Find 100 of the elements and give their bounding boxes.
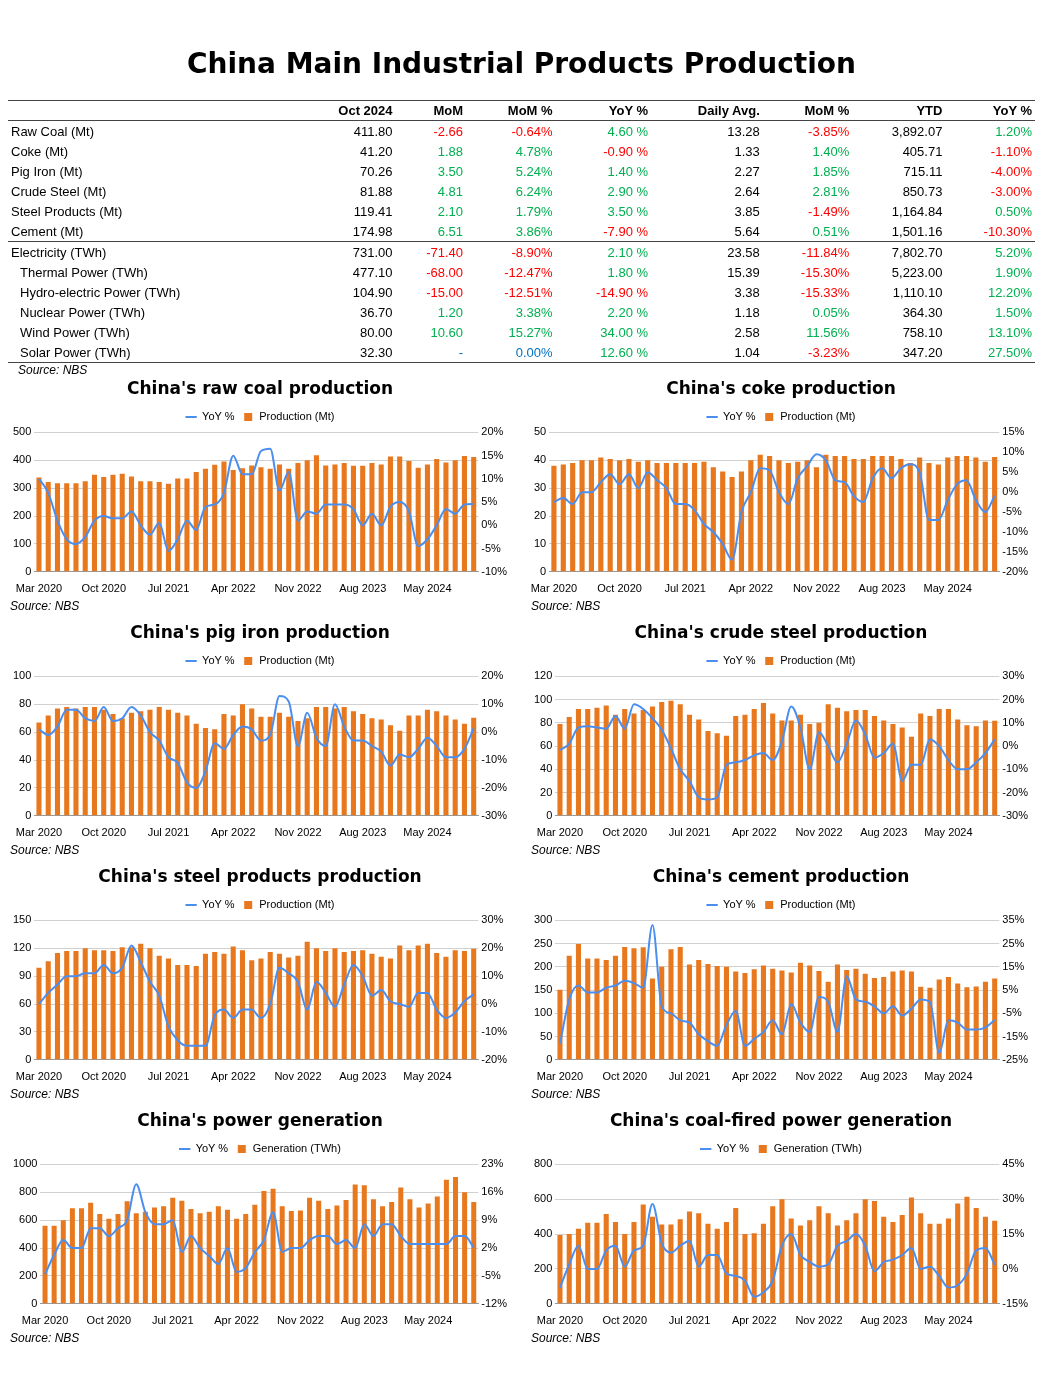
bar (579, 460, 585, 572)
bar (710, 467, 716, 572)
legend-label: YoY % (202, 409, 235, 422)
bar (640, 710, 646, 816)
x-tick-label: May 2024 (923, 582, 972, 595)
bar (124, 1201, 130, 1304)
bar (286, 716, 292, 816)
y2-tick-label: 25% (1002, 936, 1025, 949)
bar (945, 708, 951, 816)
bar (936, 708, 942, 816)
bar (612, 1221, 619, 1304)
bar (184, 715, 190, 816)
bar (202, 468, 209, 572)
bar (378, 956, 384, 1060)
category-label: YTD (852, 100, 946, 121)
bar (133, 1213, 139, 1304)
bar (907, 463, 913, 572)
y-tick-label: 200 (19, 1268, 38, 1281)
y2-tick-label: 10% (481, 471, 504, 484)
bar (119, 718, 125, 816)
bar (175, 712, 181, 816)
bar (267, 468, 273, 572)
bar (221, 461, 227, 572)
bar (982, 720, 988, 816)
bar (389, 1202, 395, 1304)
bar (73, 483, 79, 572)
y2-tick-label: -20% (1002, 564, 1029, 577)
bar (424, 943, 430, 1060)
y-tick-label: 400 (12, 453, 32, 466)
y2-tick-label: 30% (1002, 1192, 1025, 1205)
text: 731.00 (352, 244, 393, 260)
bar (54, 483, 61, 572)
source-note: Source: NBS (9, 599, 81, 613)
bar (760, 703, 767, 816)
bar (973, 457, 979, 572)
bar (862, 1199, 868, 1304)
bar (184, 478, 190, 572)
bar (640, 947, 646, 1060)
chart-title: China's coke production (666, 377, 896, 398)
y2-tick-label: 30% (481, 913, 504, 926)
bar (471, 1201, 477, 1304)
bar (760, 1223, 767, 1304)
y-tick-label: 90 (19, 969, 32, 982)
y-tick-label: 1000 (12, 1157, 38, 1170)
bar (97, 1213, 103, 1304)
source-note: Source: NBS (530, 1087, 602, 1101)
bar (816, 1206, 822, 1304)
bar (249, 465, 255, 572)
bar (844, 1220, 850, 1304)
text: 119.41 (353, 203, 393, 219)
bar (138, 481, 144, 572)
chart-title: China's coal-fired power generation (609, 1109, 953, 1130)
chart-title: China's crude steel production (634, 621, 928, 642)
bar (668, 1224, 674, 1304)
x-tick-label: Oct 2020 (597, 582, 642, 595)
bar (42, 1225, 48, 1304)
bar (88, 1202, 94, 1304)
bar (560, 464, 566, 572)
y2-tick-label: -15% (1002, 1296, 1029, 1309)
category-label: Crude Steel (Mt) (11, 183, 107, 199)
y2-tick-label: 15% (1002, 959, 1025, 972)
bar (165, 709, 172, 816)
bar (770, 713, 776, 816)
bar (165, 958, 172, 1060)
x-tick-label: Nov 2022 (795, 1314, 843, 1327)
y-tick-label: 50 (540, 1029, 553, 1042)
text: 2.81% (812, 183, 850, 199)
bar (788, 972, 794, 1060)
bar (992, 720, 998, 816)
x-tick-label: Nov 2022 (274, 582, 322, 595)
bar (663, 463, 670, 572)
bar (106, 1218, 112, 1304)
x-tick-label: May 2024 (403, 582, 452, 595)
bar (899, 970, 905, 1060)
bar (720, 471, 726, 572)
text: -3.00% (990, 183, 1032, 199)
bar (834, 707, 840, 816)
text: 7,802.70 (891, 244, 943, 260)
text: 4.78% (515, 143, 553, 159)
bar (461, 951, 467, 1060)
bar (705, 964, 711, 1060)
bar (91, 474, 98, 572)
text: -15.00 (426, 284, 464, 300)
category-label: YoY % (555, 100, 652, 121)
bar (742, 1234, 748, 1304)
bar (575, 944, 582, 1060)
bar (992, 978, 998, 1060)
bar (982, 1216, 988, 1304)
bar (138, 943, 144, 1060)
bar (742, 972, 748, 1060)
bar (313, 948, 319, 1060)
bar (963, 456, 970, 572)
bar (551, 465, 557, 572)
text: 1.40% (812, 143, 850, 159)
text: 0.50% (995, 203, 1032, 219)
bar (908, 736, 914, 816)
x-tick-label: Mar 2020 (536, 826, 584, 839)
bar (443, 956, 449, 1060)
bar (212, 952, 218, 1060)
bar (964, 1196, 970, 1304)
